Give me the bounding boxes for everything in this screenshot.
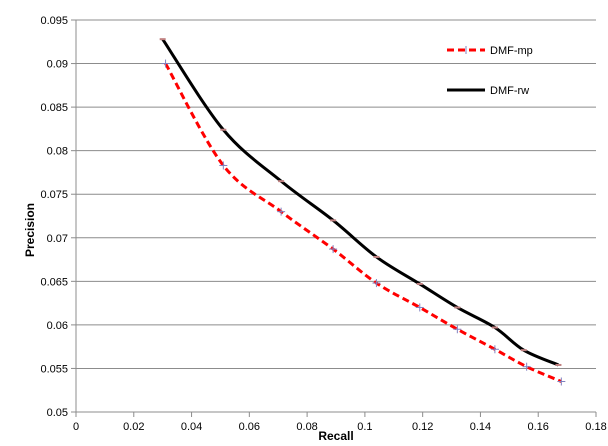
- x-tick-label: 0.08: [296, 421, 317, 433]
- y-tick-label: 0.06: [47, 320, 68, 332]
- y-tick-label: 0.07: [47, 233, 68, 245]
- data-point-dmf-mp: [219, 161, 228, 170]
- y-tick-label: 0.085: [40, 102, 68, 114]
- x-tick-label: 0.02: [123, 421, 144, 433]
- y-tick-label: 0.075: [40, 189, 68, 201]
- x-tick-label: 0.1: [357, 421, 372, 433]
- x-tick-label: 0.12: [412, 421, 433, 433]
- legend: DMF-mp DMF-rw: [447, 45, 533, 97]
- x-tick-label: 0: [73, 421, 79, 433]
- series-lines: [161, 38, 562, 383]
- x-tick-label: 0.04: [181, 421, 202, 433]
- data-point-dmf-mp: [415, 303, 424, 312]
- data-point-dmf-mp: [522, 362, 531, 371]
- series-line-dmf-rw: [161, 38, 560, 367]
- y-axis-title: Precision: [23, 203, 37, 257]
- axes: [71, 19, 597, 417]
- data-point-dmf-mp: [453, 325, 462, 334]
- data-point-dmf-mp: [557, 377, 566, 386]
- data-point-dmf-mp: [277, 207, 286, 216]
- x-tick-label: 0.06: [239, 421, 260, 433]
- y-tick-label: 0.095: [40, 15, 68, 27]
- x-tick-label: 0.16: [528, 421, 549, 433]
- data-point-dmf-mp: [329, 245, 338, 254]
- plot-area: [76, 20, 596, 412]
- y-tick-label: 0.065: [40, 276, 68, 288]
- x-tick-label: 0.18: [585, 421, 606, 433]
- y-tick-label: 0.08: [47, 146, 68, 158]
- y-tick-label: 0.09: [47, 59, 68, 71]
- y-tick-labels: 0.05 0.055 0.06 0.065 0.07 0.075 0.08 0.085 0.09…: [40, 15, 68, 419]
- series-markers: [159, 38, 566, 386]
- x-tick-labels: 0 0.02 0.04 0.06 0.08 0.1 0.12 0.14 0.16 0.18: [73, 421, 607, 433]
- x-tick-label: 0.14: [470, 421, 491, 433]
- data-point-dmf-mp: [490, 345, 499, 354]
- y-tick-label: 0.055: [40, 363, 68, 375]
- y-tick-label: 0.05: [47, 407, 68, 419]
- data-point-dmf-mp: [161, 59, 170, 68]
- x-axis-title: Recall: [318, 429, 353, 443]
- series-line-dmf-mp: [164, 62, 562, 383]
- legend-label-dmf-rw: DMF-rw: [490, 85, 529, 97]
- legend-label-dmf-mp: DMF-mp: [490, 45, 533, 57]
- data-point-dmf-mp: [372, 279, 381, 288]
